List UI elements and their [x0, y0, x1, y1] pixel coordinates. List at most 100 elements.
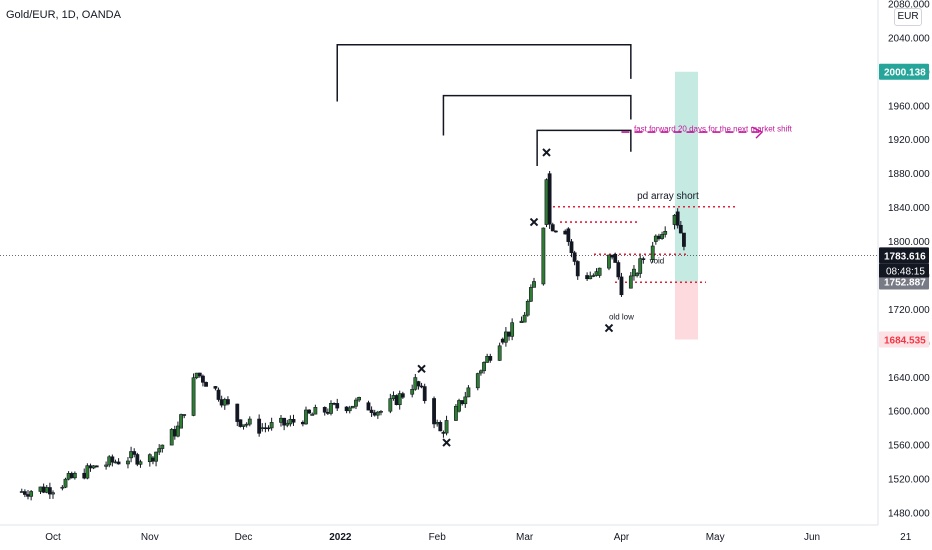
candle-body[interactable] [422, 386, 427, 402]
candle-body[interactable] [544, 179, 549, 225]
candle-body[interactable] [266, 427, 271, 430]
candle-body[interactable] [400, 393, 405, 398]
candle-body[interactable] [282, 417, 287, 426]
candle-body[interactable] [176, 425, 180, 437]
candle-body[interactable] [553, 230, 558, 233]
candle-body[interactable] [547, 173, 552, 225]
candle-body[interactable] [201, 375, 205, 383]
candle-body[interactable] [575, 261, 580, 277]
candle-body[interactable] [194, 372, 199, 379]
candle-body[interactable] [438, 422, 443, 432]
candle-body[interactable] [332, 403, 337, 405]
candle-body[interactable] [110, 456, 115, 463]
candle-body[interactable] [226, 399, 230, 405]
candle-body[interactable] [569, 241, 574, 253]
candle-body[interactable] [572, 252, 577, 262]
candle-body[interactable] [454, 405, 458, 421]
candle-body[interactable] [613, 253, 618, 263]
candle-body[interactable] [678, 224, 683, 234]
x-marker-icon[interactable] [417, 364, 426, 373]
candle-body[interactable] [444, 420, 449, 434]
candle-body[interactable] [313, 407, 318, 415]
candle-body[interactable] [344, 406, 349, 412]
candle-body[interactable] [619, 276, 624, 296]
candle-body[interactable] [550, 224, 555, 232]
candle-body[interactable] [475, 373, 480, 389]
candle-body[interactable] [682, 232, 686, 247]
x-marker-icon[interactable] [604, 323, 614, 333]
candle-body[interactable] [304, 409, 308, 425]
candle-body[interactable] [369, 409, 374, 413]
candle-body[interactable] [72, 472, 77, 479]
candle-body[interactable] [329, 403, 333, 414]
candle-body[interactable] [154, 451, 158, 462]
candle-body[interactable] [457, 400, 461, 412]
candle-body[interactable] [51, 492, 55, 495]
candle-body[interactable] [672, 214, 677, 225]
candle-body[interactable] [607, 254, 611, 269]
candle-body[interactable] [379, 411, 383, 413]
candle-body[interactable] [653, 235, 658, 242]
candle-body[interactable] [391, 395, 396, 399]
candle-body[interactable] [350, 405, 355, 409]
candle-body[interactable] [394, 395, 399, 405]
candle-body[interactable] [307, 409, 312, 414]
candle-body[interactable] [263, 427, 268, 430]
candle-body[interactable] [641, 258, 646, 260]
candle-body[interactable] [650, 245, 655, 260]
candle-body[interactable] [285, 422, 290, 426]
candle-body[interactable] [375, 411, 380, 416]
candle-body[interactable] [497, 345, 502, 361]
candle-body[interactable] [325, 411, 330, 414]
candle-body[interactable] [116, 461, 121, 465]
candle-body[interactable] [504, 331, 508, 343]
candle-body[interactable] [588, 275, 593, 280]
candle-body[interactable] [260, 427, 265, 430]
candle-body[interactable] [291, 419, 296, 423]
candle-body[interactable] [597, 267, 602, 276]
candle-body[interactable] [26, 494, 30, 497]
candle-body[interactable] [113, 461, 118, 464]
candle-body[interactable] [63, 478, 68, 488]
candle-body[interactable] [372, 412, 377, 416]
candle-body[interactable] [241, 424, 246, 427]
candle-body[interactable] [60, 486, 65, 489]
candle-body[interactable] [216, 389, 221, 400]
candle-body[interactable] [347, 407, 352, 412]
candle-body[interactable] [288, 419, 293, 425]
bracket-line[interactable] [336, 43, 632, 102]
candle-body[interactable] [632, 268, 636, 277]
bracket-line[interactable] [536, 129, 632, 167]
x-marker-icon[interactable] [442, 438, 451, 447]
candle-body[interactable] [169, 429, 174, 446]
candle-body[interactable] [532, 281, 536, 288]
candle-body[interactable] [441, 432, 446, 434]
candle-body[interactable] [585, 275, 590, 280]
candle-body[interactable] [182, 414, 187, 416]
candle-body[interactable] [357, 396, 361, 401]
candle-body[interactable] [94, 465, 99, 468]
candle-body[interactable] [460, 400, 465, 405]
candle-body[interactable] [322, 407, 327, 413]
candle-body[interactable] [85, 465, 90, 479]
candle-body[interactable] [82, 472, 87, 479]
candle-body[interactable] [432, 398, 436, 425]
candle-body[interactable] [657, 235, 661, 239]
candle-body[interactable] [525, 300, 530, 316]
candle-body[interactable] [482, 362, 486, 372]
stop-zone[interactable] [675, 281, 698, 340]
candle-body[interactable] [69, 473, 74, 479]
candle-body[interactable] [41, 486, 46, 493]
candle-body[interactable] [507, 331, 511, 337]
candle-body[interactable] [219, 399, 224, 406]
candle-body[interactable] [147, 454, 152, 463]
candle-body[interactable] [126, 460, 130, 465]
candle-body[interactable] [610, 254, 614, 258]
x-marker-icon[interactable] [542, 148, 551, 157]
candle-body[interactable] [541, 227, 546, 285]
candle-body[interactable] [435, 422, 440, 425]
candle-body[interactable] [466, 387, 471, 398]
candle-body[interactable] [269, 422, 274, 429]
candle-body[interactable] [638, 258, 643, 274]
candle-body[interactable] [388, 398, 393, 412]
